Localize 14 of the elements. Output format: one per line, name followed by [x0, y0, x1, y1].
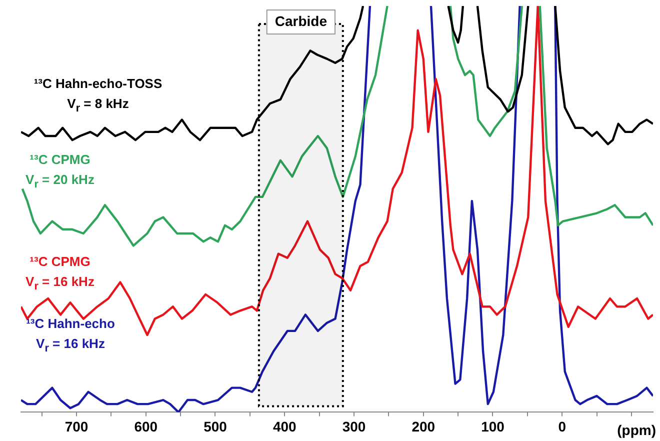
x-tick-label: 700	[64, 418, 88, 434]
x-tick-label: 200	[412, 418, 436, 434]
x-axis-title: (ppm)	[617, 422, 656, 438]
series-label: ¹³C CPMG V$_{r}$ = 16 kHz	[24, 253, 96, 295]
band-label: Carbide	[274, 12, 328, 29]
x-tick-label: 0	[558, 418, 566, 434]
x-tick-label: 400	[272, 418, 297, 434]
series-label: ¹³C CPMG V$_{r}$ = 20 kHz	[24, 151, 96, 193]
series-label: ¹³C Hahn-echo-TOSS V$_{r}$ = 8 kHz	[32, 75, 164, 117]
text: ¹³C Hahn-echo V$_{r}$ = 16 kHz	[25, 315, 116, 357]
x-tick-label: 600	[134, 418, 158, 434]
x-tick-label: 300	[342, 418, 366, 434]
x-tick-label: 500	[204, 418, 228, 434]
x-tick-label: 100	[481, 418, 505, 434]
